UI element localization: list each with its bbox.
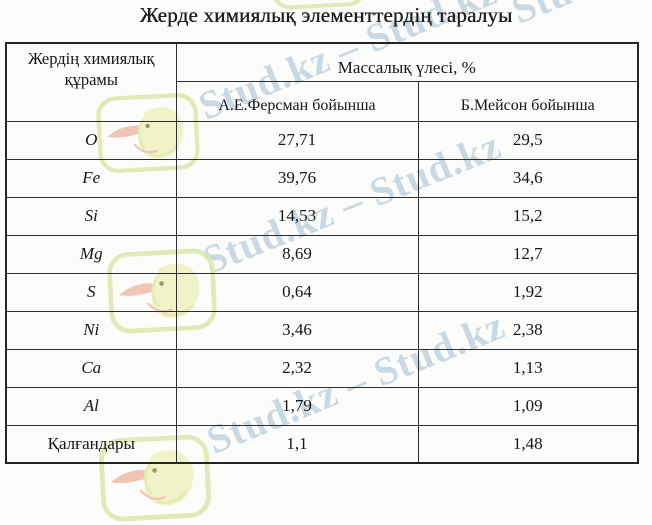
col-header-composition: Жердің химиялық құрамы [5, 42, 177, 122]
element-symbol-cell: S [5, 272, 177, 312]
meyson-value-cell: 2,38 [417, 310, 639, 350]
header-row-group: Жердің химиялық құрамы Массалық үлесі, % [5, 42, 639, 122]
element-symbol-cell: Al [5, 386, 177, 426]
meyson-value-cell: 29,5 [417, 120, 639, 160]
meyson-value-cell: 12,7 [417, 234, 639, 274]
table-row: Ca 2,32 1,13 [5, 348, 639, 388]
col-header-mass-fraction: Массалық үлесі, % [175, 42, 639, 82]
fersman-value-cell: 2,32 [175, 348, 419, 388]
col-header-fersman: А.Е.Ферсман бойынша [175, 80, 419, 122]
table-row: Si 14,53 15,2 [5, 196, 639, 236]
meyson-value-cell: 1,48 [417, 424, 639, 464]
element-symbol-cell: Si [5, 196, 177, 236]
elements-distribution-table: Жердің химиялық құрамы Массалық үлесі, %… [5, 42, 640, 464]
table-row: Al 1,79 1,09 [5, 386, 639, 426]
element-symbol-cell: Fe [5, 158, 177, 198]
meyson-value-cell: 1,13 [417, 348, 639, 388]
document-title: Жерде химиялық элементтердің таралуы [139, 3, 513, 27]
element-symbol-cell: O [5, 120, 177, 160]
table-row: O 27,71 29,5 [5, 120, 639, 160]
fersman-value-cell: 3,46 [175, 310, 419, 350]
table-row: Ni 3,46 2,38 [5, 310, 639, 350]
fersman-value-cell: 39,76 [175, 158, 419, 198]
element-symbol-cell: Ca [5, 348, 177, 388]
fersman-value-cell: 1,79 [175, 386, 419, 426]
fersman-value-cell: 27,71 [175, 120, 419, 160]
table-row: Қалғандары 1,1 1,48 [5, 424, 639, 464]
scanned-document-page: { "document": { "title": "Жерде химиялық… [5, 0, 652, 470]
fersman-value-cell: 1,1 [175, 424, 419, 464]
header-row-sources: А.Е.Ферсман бойынша Б.Мейсон бойынша [6, 80, 639, 122]
table-row: Mg 8,69 12,7 [5, 234, 639, 274]
table-row: S 0,64 1,92 [5, 272, 639, 312]
meyson-value-cell: 34,6 [417, 158, 639, 198]
table-row: Fe 39,76 34,6 [5, 158, 639, 198]
meyson-value-cell: 15,2 [417, 196, 639, 236]
fersman-value-cell: 0,64 [175, 272, 419, 312]
col-header-meyson: Б.Мейсон бойынша [417, 80, 639, 122]
meyson-value-cell: 1,09 [417, 386, 639, 426]
meyson-value-cell: 1,92 [417, 272, 639, 312]
element-symbol-cell: Қалғандары [5, 424, 177, 464]
fersman-value-cell: 14,53 [175, 196, 419, 236]
element-symbol-cell: Mg [5, 234, 177, 274]
element-symbol-cell: Ni [5, 310, 177, 350]
fersman-value-cell: 8,69 [175, 234, 419, 274]
